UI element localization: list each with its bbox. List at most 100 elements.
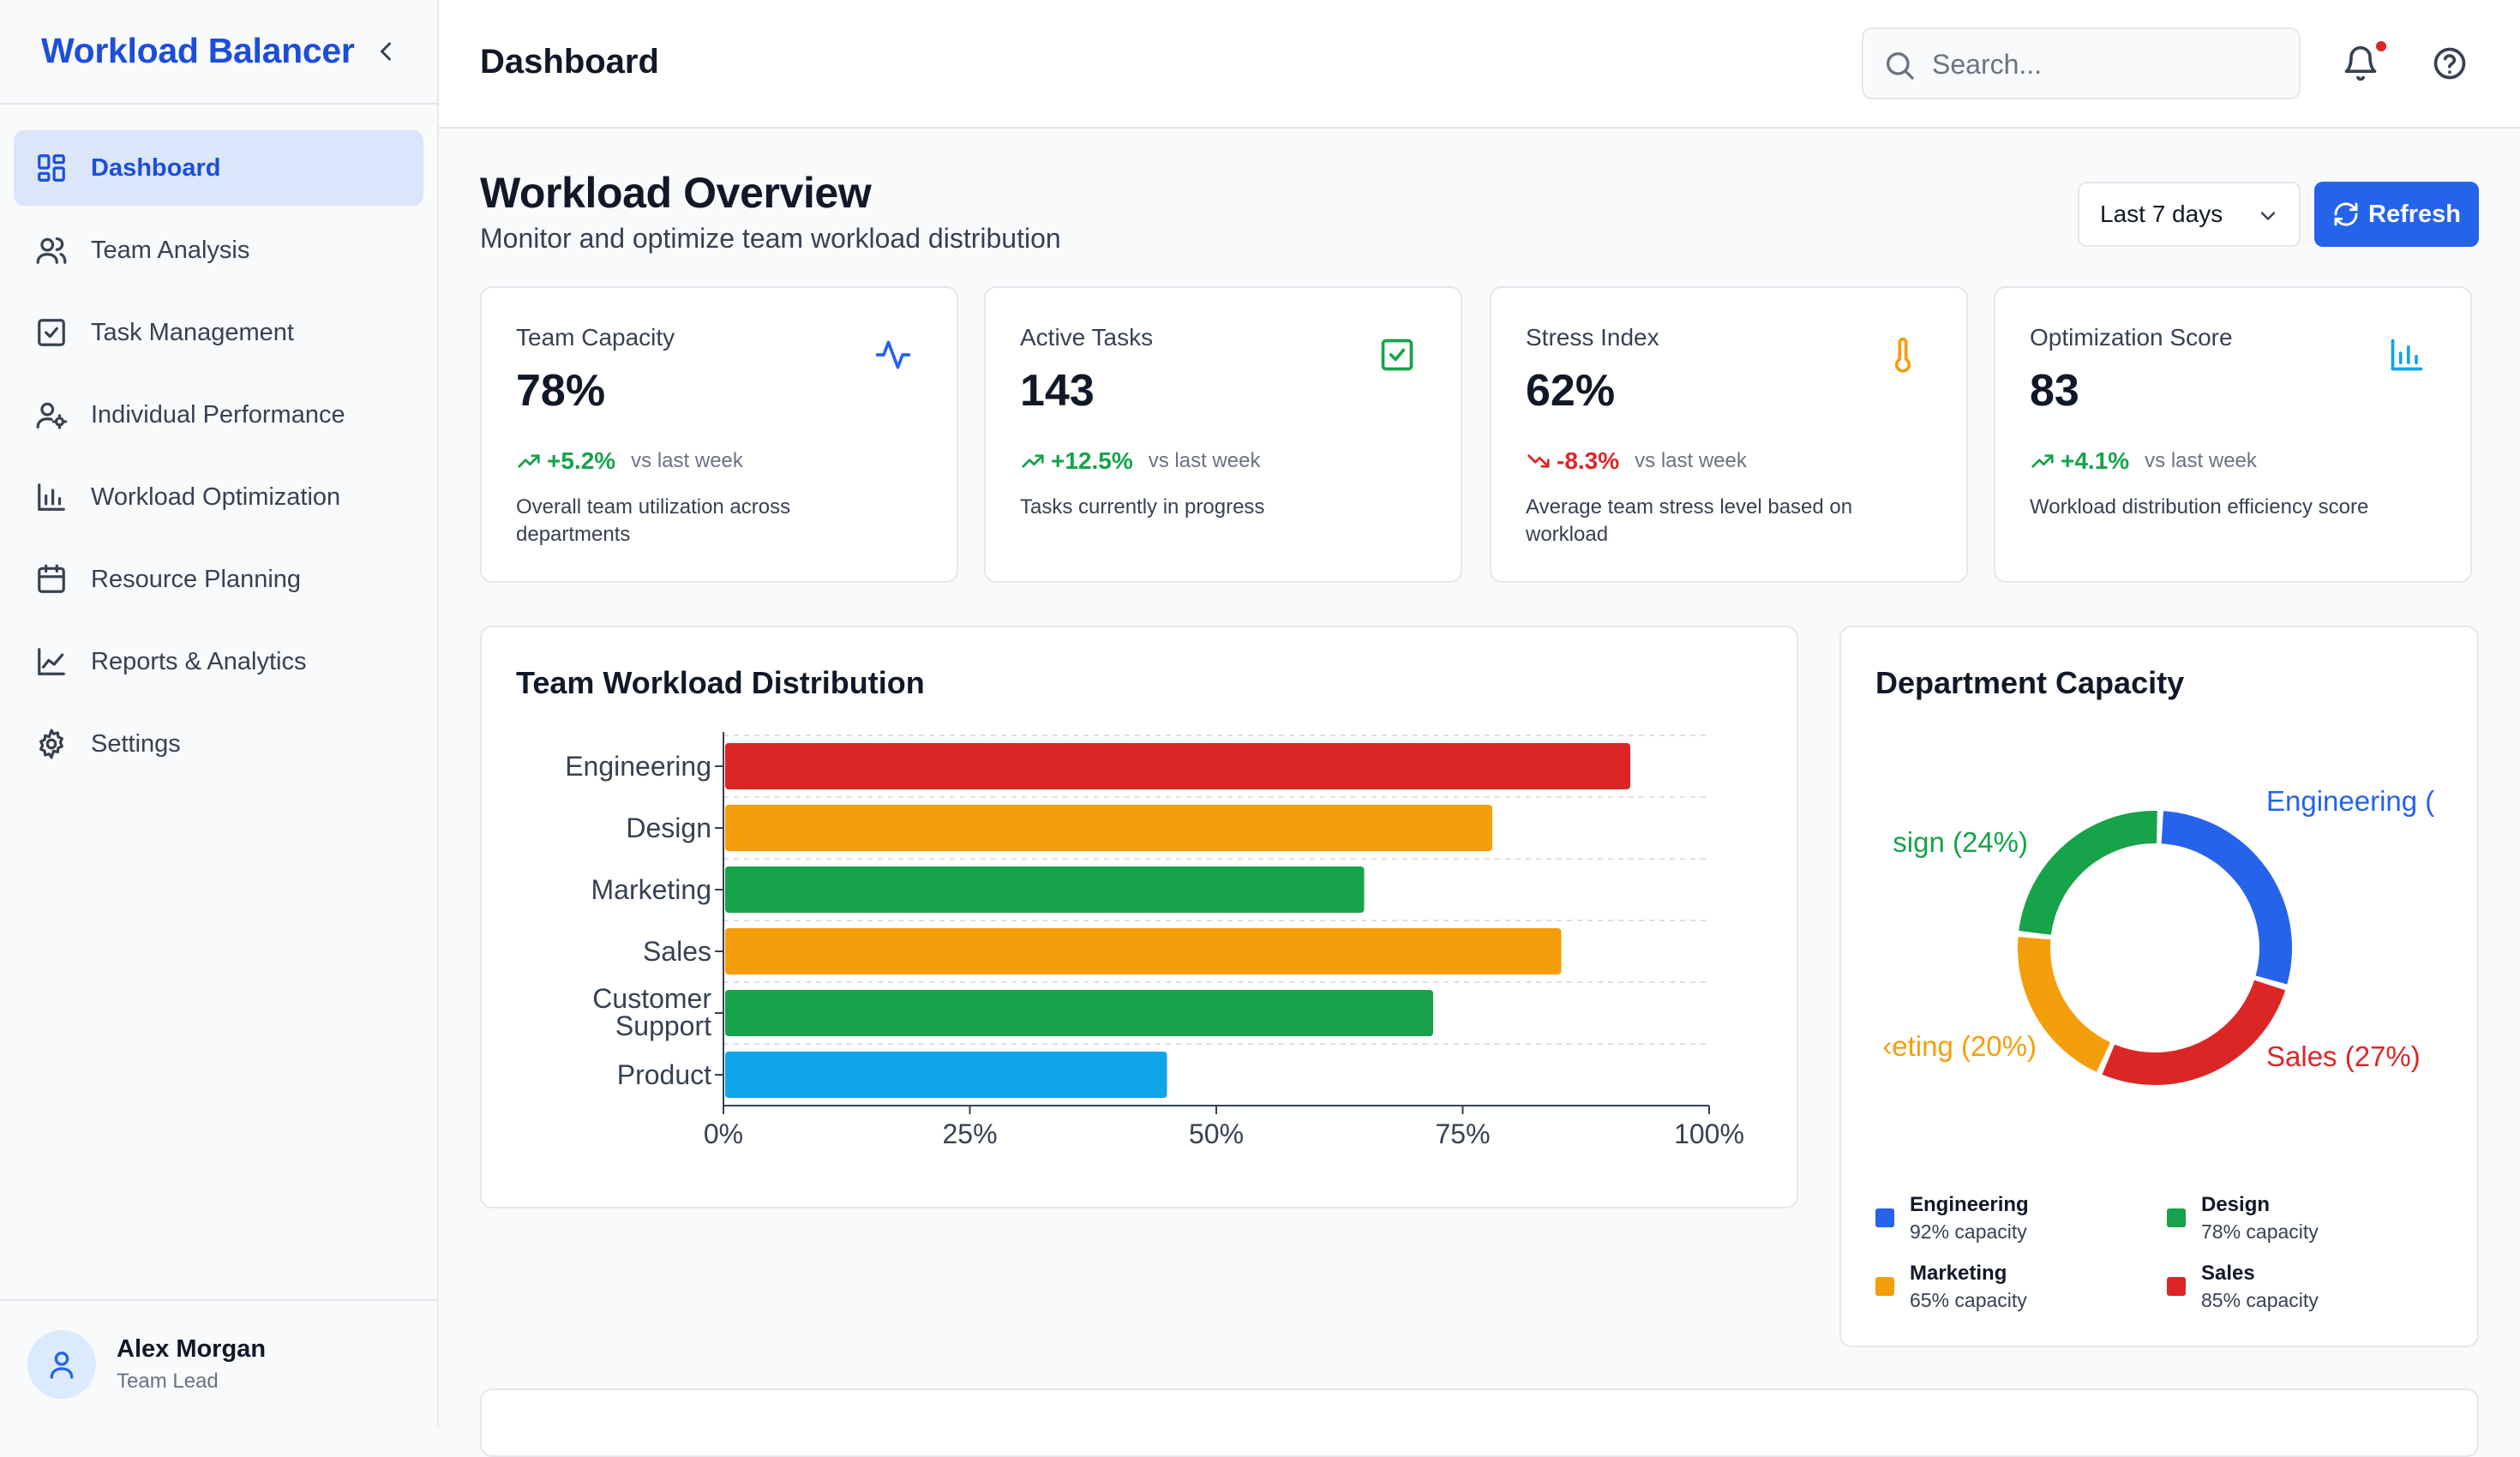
bar-chart-icon-wrap [34, 480, 69, 514]
bar-chart-icon [38, 483, 65, 511]
x-tick-label: 25% [942, 1118, 997, 1149]
help-circle-icon [2433, 47, 2466, 80]
sidebar-item-dashboard[interactable]: Dashboard [14, 130, 423, 206]
stat-title: Active Tasks [1020, 324, 1154, 351]
team-workload-panel: Team Workload Distribution Engineering De… [480, 626, 1798, 1208]
thermometer-icon [1894, 337, 1911, 373]
collapse-sidebar-button[interactable] [370, 36, 401, 67]
sidebar-item-task-management[interactable]: Task Management [14, 295, 423, 370]
capacity-donut-chart: Engineering (Sales (27%) ‹eting (20%) sign… [1882, 785, 2434, 1085]
department-capacity-panel: Department Capacity Engineering (Sales (… [1839, 626, 2479, 1347]
stat-value: 143 [1020, 366, 1095, 416]
stat-trend-value: +4.1% [2061, 447, 2130, 474]
sidebar-item-reports-analytics[interactable]: Reports & Analytics [14, 624, 423, 699]
stat-card-optimization-score: Optimization Score 83 +4.1% vs last week… [1994, 286, 2472, 583]
stat-value: 83 [2030, 366, 2079, 416]
stat-icon [2388, 336, 2426, 374]
sidebar-item-settings[interactable]: Settings [14, 706, 423, 782]
sidebar-item-label: Workload Optimization [91, 483, 341, 511]
donut-slice-marketing [2018, 937, 2111, 1072]
sidebar-item-label: Dashboard [91, 153, 221, 182]
users-icon-wrap [34, 233, 69, 267]
legend-name: Sales [2201, 1262, 2255, 1285]
y-tick-label: Sales [643, 936, 711, 967]
user-name: Alex Morgan [117, 1335, 267, 1363]
stat-trend-label: vs last week [1148, 449, 1261, 472]
app-title: Workload Balancer [41, 31, 355, 70]
dashboard-icon [38, 154, 65, 182]
user-profile[interactable]: Alex Morgan Team Lead [0, 1299, 437, 1426]
legend-name: Engineering [1910, 1193, 2029, 1216]
stat-trend-value: +12.5% [1051, 447, 1133, 474]
stat-title: Optimization Score [2030, 324, 2233, 351]
stat-trend-label: vs last week [2145, 449, 2257, 472]
donut-chart-area: Engineering (Sales (27%) ‹eting (20%) sign… [1875, 730, 2446, 1142]
trending-up-icon [2031, 454, 2054, 468]
user-role: Team Lead [117, 1370, 219, 1393]
sidebar-item-resource-planning[interactable]: Resource Planning [14, 542, 423, 617]
stat-value: 62% [1526, 366, 1616, 416]
calendar-icon [38, 564, 65, 593]
gear-icon-wrap [34, 727, 69, 761]
date-range-select[interactable]: Last 7 days [2078, 182, 2301, 247]
search-box[interactable] [1862, 27, 2301, 99]
sidebar-item-label: Settings [91, 729, 181, 758]
sidebar-item-workload-optimization[interactable]: Workload Optimization [14, 459, 423, 535]
stat-trend-label: vs last week [631, 449, 743, 472]
user-cog-icon-wrap [34, 398, 69, 432]
legend-item-marketing: Marketing 65% capacity [1875, 1262, 2150, 1322]
x-tick-label: 100% [1674, 1118, 1744, 1149]
stat-icon [874, 336, 912, 374]
trending-up-icon [1022, 454, 1044, 468]
activity-icon [875, 340, 911, 369]
trending-down-icon [1527, 454, 1550, 468]
bell-icon [2344, 45, 2377, 81]
workload-panel-title: Team Workload Distribution [516, 665, 925, 700]
brand-row: Workload Balancer [0, 0, 437, 105]
search-icon [1887, 52, 1914, 80]
overview-subtitle: Monitor and optimize team workload distr… [480, 223, 1061, 254]
stat-trend-label: vs last week [1635, 449, 1747, 472]
stat-trend: +4.1% vs last week [2030, 447, 2257, 475]
user-icon [50, 1352, 74, 1379]
gear-icon [39, 728, 63, 759]
stat-trend: +5.2% vs last week [516, 447, 743, 475]
legend-swatch [1875, 1277, 1894, 1296]
search-input[interactable] [1932, 43, 2283, 86]
sidebar-item-individual-performance[interactable]: Individual Performance [14, 377, 423, 453]
chevron-left-icon [381, 42, 391, 61]
notification-badge [2374, 39, 2388, 53]
stat-trend: +12.5% vs last week [1020, 447, 1260, 475]
bar-customer-support [725, 990, 1433, 1036]
help-button[interactable] [2431, 45, 2469, 82]
donut-label-design: sign (24%) [1893, 826, 2028, 858]
sidebar-item-label: Team Analysis [91, 236, 250, 264]
donut-label-sales: Sales (27%) [2266, 1040, 2421, 1072]
trending-up-icon [518, 454, 540, 468]
x-tick-label: 0% [704, 1118, 743, 1149]
capacity-panel-title: Department Capacity [1875, 665, 2185, 700]
sidebar-item-label: Task Management [91, 318, 294, 346]
stat-trend-value: -8.3% [1557, 447, 1620, 474]
bar-sales [725, 928, 1562, 974]
stat-title: Team Capacity [516, 324, 675, 351]
check-square-icon [38, 319, 65, 346]
legend-item-design: Design 78% capacity [2167, 1193, 2441, 1253]
sidebar-nav: Dashboard Team Analysis Task Management … [14, 130, 423, 788]
line-chart-icon [38, 648, 65, 675]
bar-marketing [725, 866, 1365, 913]
avatar[interactable] [27, 1330, 96, 1399]
legend-name: Marketing [1910, 1262, 2007, 1285]
check-square-icon-wrap [34, 315, 69, 350]
refresh-icon [2334, 202, 2358, 226]
x-tick-label: 50% [1189, 1118, 1244, 1149]
refresh-button[interactable]: Refresh [2314, 182, 2479, 247]
users-icon [36, 237, 67, 264]
date-range-value: Last 7 days [2100, 201, 2223, 227]
sidebar-item-team-analysis[interactable]: Team Analysis [14, 213, 423, 288]
stat-card-team-capacity: Team Capacity 78% +5.2% vs last week Ove… [480, 286, 958, 583]
legend-capacity: 65% capacity [1910, 1289, 2027, 1311]
donut-slice-design [2019, 811, 2157, 935]
calendar-icon-wrap [34, 562, 69, 597]
notifications-button[interactable] [2342, 45, 2379, 82]
